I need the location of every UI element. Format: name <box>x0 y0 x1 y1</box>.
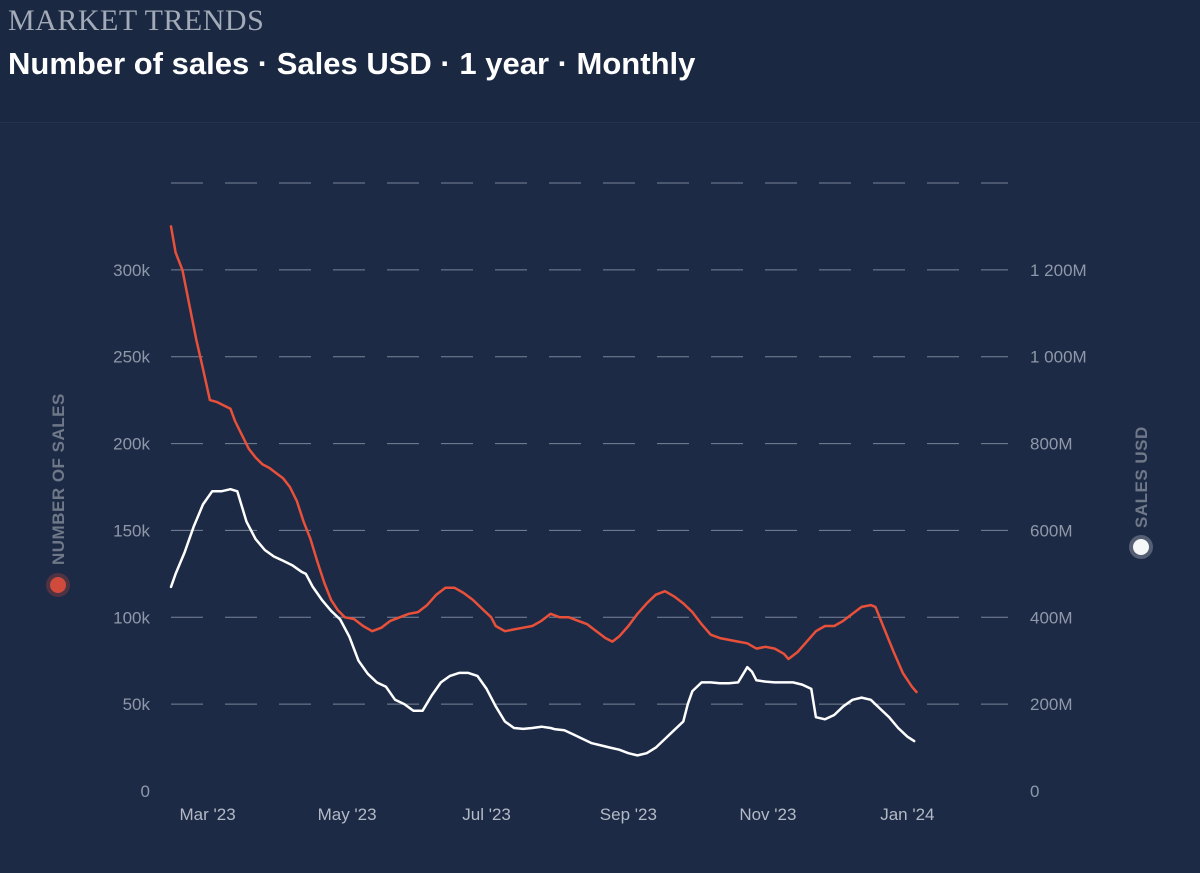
x-axis-ticks: Mar '23 May '23 Jul '23 Sep '23 Nov '23 Jan '… <box>180 805 935 824</box>
x-tick-label: May '23 <box>318 805 377 824</box>
left-axis-title: NUMBER OF SALES <box>49 393 68 565</box>
left-tick-label: 50k <box>123 695 151 714</box>
axis-titles: NUMBER OF SALES SALES USD <box>46 393 1153 597</box>
sales-usd-legend-dot <box>1133 539 1149 555</box>
right-axis-title: SALES USD <box>1132 426 1151 528</box>
right-tick-label: 200M <box>1030 695 1073 714</box>
left-tick-label: 150k <box>113 521 150 540</box>
section-kicker: MARKET TRENDS <box>8 4 265 37</box>
right-tick-label: 1 200M <box>1030 261 1087 280</box>
number-of-sales-legend-glow <box>46 573 70 597</box>
left-tick-label: 0 <box>141 782 150 801</box>
right-tick-label: 1 000M <box>1030 348 1087 367</box>
x-tick-label: Nov '23 <box>739 805 796 824</box>
sales-usd-line <box>169 487 916 757</box>
left-tick-label: 250k <box>113 348 150 367</box>
left-tick-label: 100k <box>113 608 150 627</box>
number-of-sales-legend-dot <box>50 577 66 593</box>
left-axis-ticks: 0 50k 100k 150k 200k 250k 300k <box>113 261 150 801</box>
right-axis-ticks: 0 200M 400M 600M 800M 1 000M 1 200M <box>1030 261 1087 801</box>
left-tick-label: 300k <box>113 261 150 280</box>
right-tick-label: 800M <box>1030 435 1073 454</box>
x-tick-label: Sep '23 <box>600 805 657 824</box>
right-tick-label: 400M <box>1030 608 1073 627</box>
chart-title: Number of sales · Sales USD · 1 year · M… <box>8 46 696 81</box>
x-tick-label: Jan '24 <box>880 805 934 824</box>
x-tick-label: Jul '23 <box>462 805 511 824</box>
left-tick-label: 200k <box>113 435 150 454</box>
gridlines <box>171 182 1008 705</box>
x-tick-label: Mar '23 <box>180 805 236 824</box>
right-tick-label: 600M <box>1030 521 1073 540</box>
number-of-sales-line <box>169 225 918 694</box>
series-lines <box>169 225 918 757</box>
right-tick-label: 0 <box>1030 782 1039 801</box>
chart-panel <box>0 122 1200 873</box>
